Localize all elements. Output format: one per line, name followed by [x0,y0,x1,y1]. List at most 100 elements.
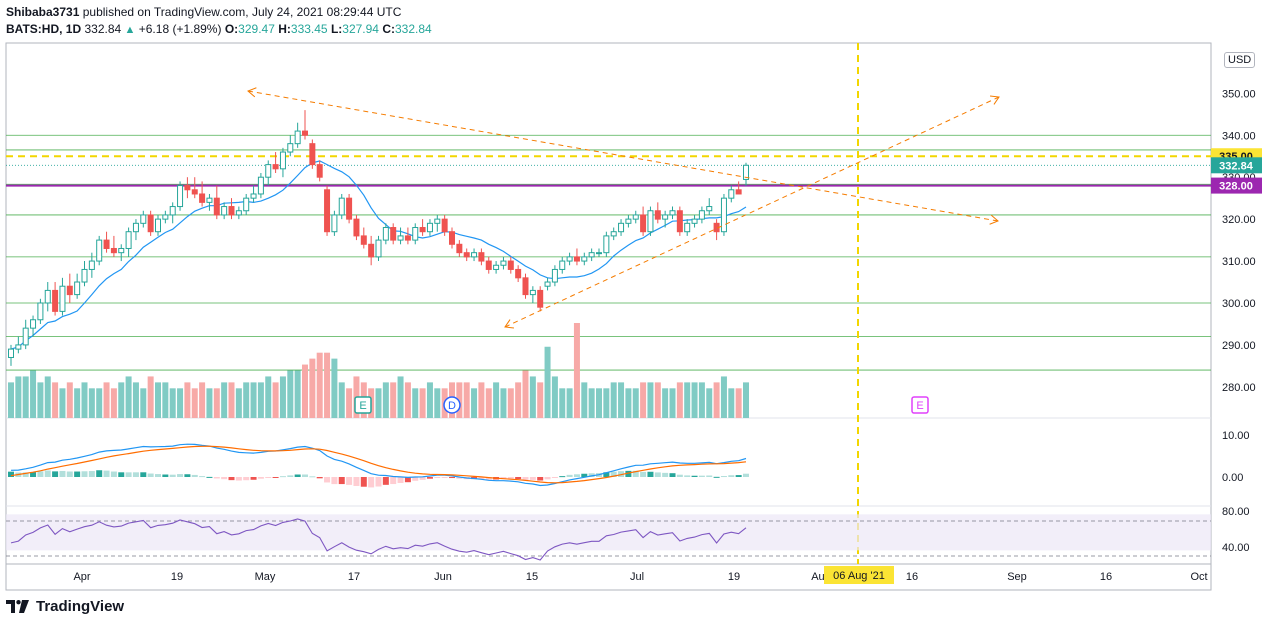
volume-bar [243,382,250,418]
macd-histogram-bar [30,472,37,477]
macd-histogram-bar [110,471,117,477]
candle-body [346,197,353,220]
volume-bar [235,388,242,418]
candle-body [30,319,37,329]
last-price-label-box [1211,157,1262,174]
open-value: 329.47 [238,22,275,36]
macd-line [10,443,747,487]
macd-histogram-bar [88,471,95,477]
volume-bar [81,382,88,418]
candle-body [272,164,279,170]
candle-body [529,289,536,296]
ohlc-line: BATS:HD, 1D 332.84 ▲ +6.18 (+1.89%) O:32… [6,22,432,36]
volume-bar [324,352,331,418]
macd-histogram-bar [500,477,507,479]
volume-bar [507,388,514,418]
macd-histogram-bar [713,476,720,478]
candle-body [640,214,647,233]
candle-body [419,227,426,233]
macd-histogram-bar [706,475,713,477]
dividend-marker-icon [443,396,461,414]
volume-bar [684,382,691,418]
tradingview-logo: TradingView [6,598,124,615]
time-tick-label: Oct [1190,571,1207,583]
macd-histogram-bar [287,475,294,477]
arrow-head-icon [989,95,1000,105]
arrow-head-icon [504,319,515,329]
candle-body [22,327,29,346]
candle-body [397,235,404,241]
macd-histogram-bar [698,475,705,477]
time-tick-label: 15 [526,571,538,583]
candle-body [662,214,669,220]
macd-histogram-bar [588,473,595,477]
volume-bar [735,388,742,418]
close-label: C: [382,22,395,36]
candle-body [441,218,448,233]
candle-body [368,243,375,258]
volume-bar [713,382,720,418]
currency-button[interactable]: USD [1224,52,1256,68]
candle-body [353,218,360,237]
candle-body [434,218,441,224]
volume-bar [662,388,669,418]
low-label: L: [330,22,343,36]
volume-bar [44,376,51,418]
high-value: 333.45 [290,22,328,36]
macd-histogram-bar [221,477,228,480]
candle-body [507,260,514,270]
rsi-line [10,518,747,561]
volume-bar [610,382,617,418]
volume-bar [632,388,639,418]
purple-price-label-box [1211,177,1262,194]
macd-histogram-bar [419,477,426,480]
macd-histogram-bar [559,476,566,478]
candle-body [74,281,81,296]
uptrend-line [504,96,1000,328]
volume-bar [419,388,426,418]
macd-histogram-bar [581,473,588,477]
volume-bar [8,382,14,418]
candle-body [191,189,198,195]
price-tick-label: 280.00 [1222,382,1256,394]
candle-body [706,206,713,212]
time-tick-label: Jun [434,571,452,583]
candle-body [544,281,551,287]
macd-histogram-bar [316,477,323,479]
macd-histogram-bar [74,471,81,477]
candle-body [206,197,213,203]
candle-body [596,252,602,255]
macd-histogram-bar [603,472,610,477]
high-label: H: [278,22,291,36]
macd-histogram-bar [390,477,397,485]
macd-histogram-bar [640,471,647,477]
arrow-head-icon [247,87,257,98]
macd-histogram-bar [566,474,573,477]
publisher-name[interactable]: Shibaba3731 [6,5,80,19]
candle-body [316,164,323,178]
volume-bar [625,388,632,418]
candle-body [500,260,507,266]
macd-histogram-bar [118,472,125,477]
candle-body [632,214,639,220]
macd-histogram-bar [162,474,169,477]
candle-body [103,239,110,249]
time-tick-label: May [255,571,276,583]
macd-histogram-bar [184,474,191,477]
macd-histogram-bar [59,470,66,477]
macd-histogram-bar [66,471,73,477]
macd-histogram-bar [691,475,698,477]
volume-bar [346,388,353,418]
volume-bar [676,382,683,418]
volume-bar [22,376,29,418]
candle-body [66,285,73,296]
candle-body [44,289,51,304]
macd-histogram-bar [684,475,691,477]
volume-bar [485,388,492,418]
volume-bar [743,382,749,418]
macd-histogram-bar [265,477,272,478]
volume-bar [456,382,463,418]
volume-bar [382,382,389,418]
volume-bar [287,370,294,418]
